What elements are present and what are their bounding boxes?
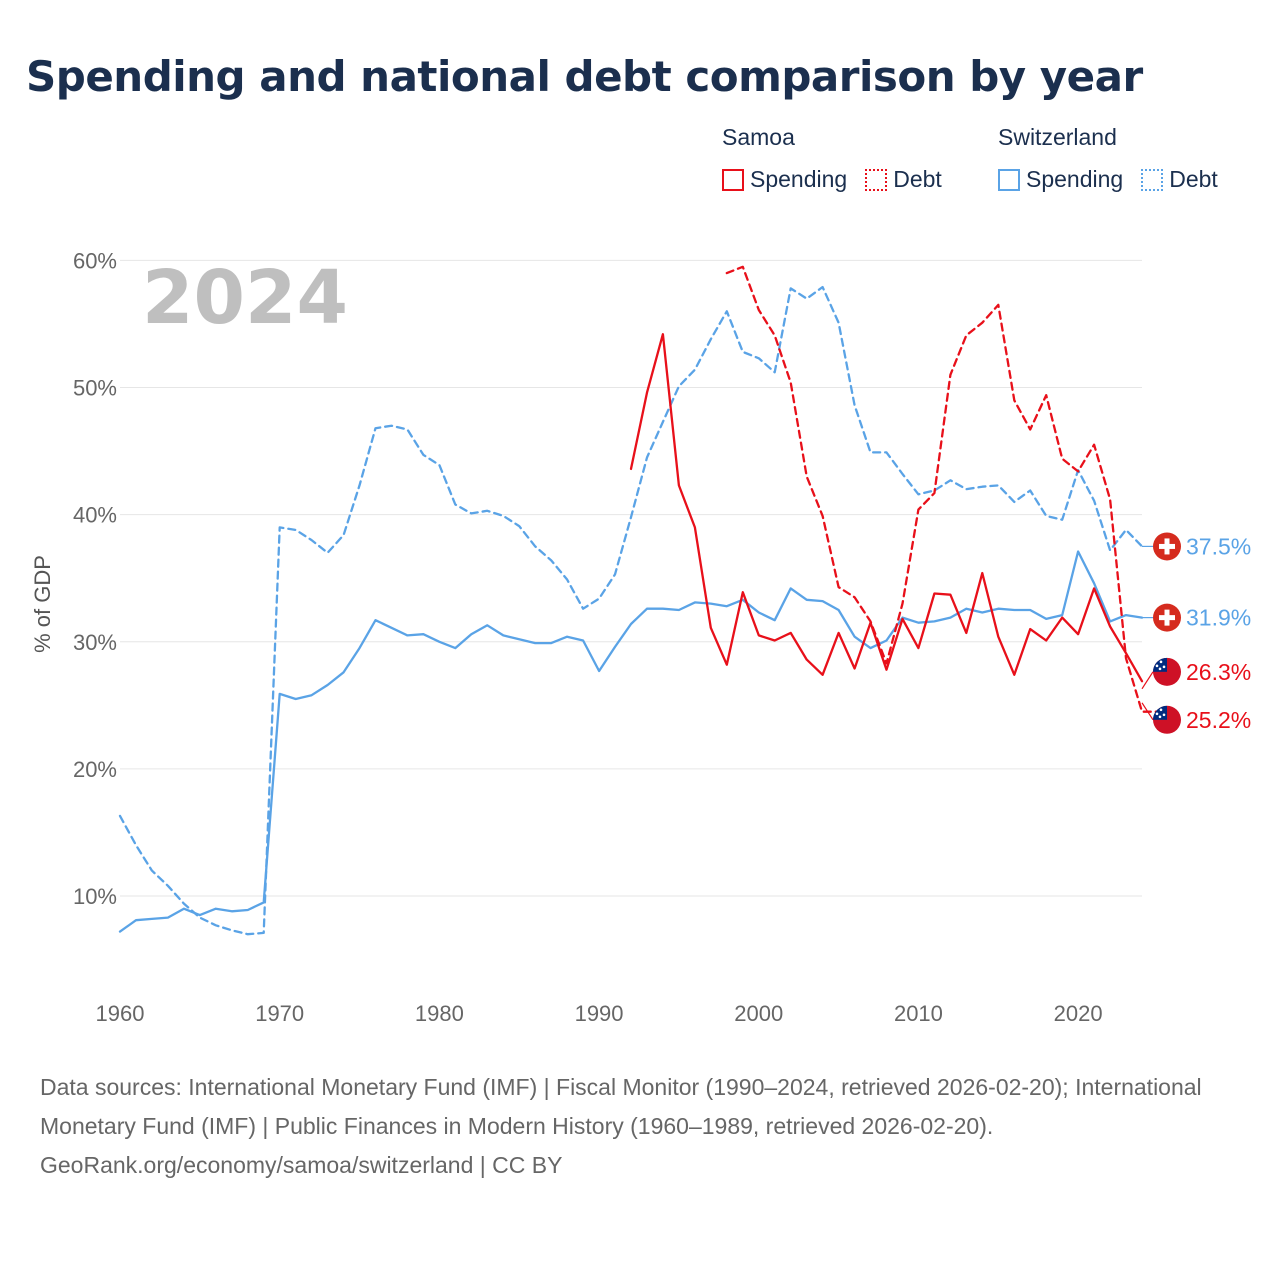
switzerland-flag-icon	[1153, 603, 1181, 632]
end-value-label: 26.3%	[1186, 659, 1251, 685]
end-value-label: 25.2%	[1186, 707, 1251, 733]
y-tick-label: 10%	[73, 884, 117, 909]
x-tick-label: 1970	[255, 1001, 304, 1026]
series-layer	[118, 265, 1160, 936]
line-chart: 2024 10% 20% 30% 40% 50% 60% 1960 1970 1980 1990 2…	[30, 248, 1251, 1026]
y-tick-label: 50%	[73, 376, 117, 401]
legend-country-switzerland: Switzerland	[998, 124, 1117, 150]
y-axis-title: % of GDP	[30, 555, 55, 653]
y-tick-label: 40%	[73, 503, 117, 528]
end-label-connector	[1141, 702, 1154, 721]
page-title: Spending and national debt comparison by…	[26, 52, 1143, 101]
y-tick-label: 60%	[73, 248, 117, 273]
legend-swatch-solid-icon	[998, 168, 1020, 191]
credit-link[interactable]: GeoRank.org/economy/samoa/switzerland | …	[40, 1152, 563, 1178]
legend-swatch-dotted-icon	[865, 168, 888, 191]
legend-label: Debt	[1169, 166, 1218, 192]
legend-samoa-spending[interactable]: Spending	[722, 166, 847, 193]
legend-label: Spending	[750, 166, 848, 192]
x-tick-label: 1990	[575, 1001, 624, 1026]
x-tick-label: 2000	[734, 1001, 783, 1026]
end-value-label: 31.9%	[1186, 605, 1251, 631]
end-labels-layer: 37.5% 31.9% 26.3% 25.2%	[1141, 532, 1251, 734]
legend-country-samoa: Samoa	[722, 124, 795, 150]
axis-layer: 10% 20% 30% 40% 50% 60% 1960 1970 1980 1990 2000 20…	[73, 248, 1103, 1026]
end-value-label: 37.5%	[1186, 533, 1251, 559]
legend-swatch-solid-icon	[722, 168, 744, 191]
grid-layer	[120, 259, 1142, 897]
y-tick-label: 30%	[73, 630, 117, 655]
samoa-flag-icon	[1153, 705, 1181, 734]
legend-samoa-debt[interactable]: Debt	[865, 166, 942, 193]
series-switzerland-debt	[118, 285, 1144, 936]
x-tick-label: 1980	[415, 1001, 464, 1026]
series-switzerland-spending	[118, 550, 1144, 933]
data-sources: Data sources: International Monetary Fun…	[40, 1074, 1202, 1139]
x-tick-label: 2020	[1054, 1001, 1103, 1026]
legend-label: Spending	[1026, 166, 1124, 192]
x-tick-label: 2010	[894, 1001, 943, 1026]
y-tick-label: 20%	[73, 757, 117, 782]
year-label: 2024	[142, 255, 348, 341]
series-samoa-debt	[725, 265, 1160, 713]
switzerland-flag-icon	[1153, 532, 1181, 561]
legend-group-samoa: Samoa Spending Debt	[722, 124, 960, 193]
footer: Data sources: International Monetary Fun…	[40, 1068, 1240, 1185]
samoa-flag-icon	[1153, 657, 1181, 686]
series-samoa-spending	[629, 333, 1144, 683]
x-tick-label: 1960	[96, 1001, 145, 1026]
legend-switzerland-spending[interactable]: Spending	[998, 166, 1123, 193]
end-label-connector	[1141, 671, 1154, 690]
legend-label: Debt	[893, 166, 942, 192]
legend-swatch-dotted-icon	[1141, 168, 1164, 191]
legend-switzerland-debt[interactable]: Debt	[1141, 166, 1218, 193]
legend-group-switzerland: Switzerland Spending Debt	[998, 124, 1236, 193]
